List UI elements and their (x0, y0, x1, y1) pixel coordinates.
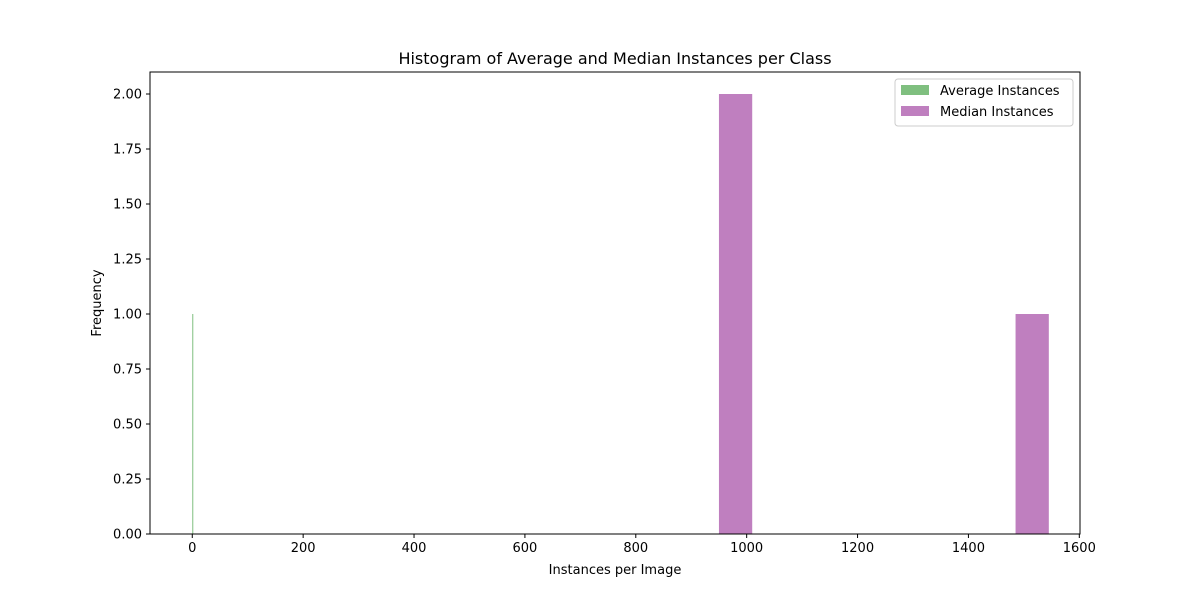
y-tick-label: 0.00 (113, 528, 142, 543)
x-tick-label: 400 (402, 541, 427, 556)
bars-layer (192, 94, 1049, 534)
histogram-bar-median-1 (1015, 314, 1049, 534)
x-tick-label: 0 (188, 541, 196, 556)
y-tick-label: 1.25 (113, 253, 142, 268)
legend-label-average: Average Instances (940, 84, 1060, 99)
y-tick-label: 0.75 (113, 363, 142, 378)
x-axis-title: Instances per Image (549, 563, 682, 578)
y-tick-label: 0.25 (113, 473, 142, 488)
x-axis-ticks: 0 200 400 600 800 1000 1200 1400 1600 (188, 534, 1096, 556)
histogram-bar-median-0 (718, 94, 753, 534)
plot-frame (149, 71, 1081, 535)
x-tick-label: 200 (291, 541, 316, 556)
y-tick-label: 1.00 (113, 308, 142, 323)
legend-swatch-median (901, 106, 929, 116)
chart-title: Histogram of Average and Median Instance… (398, 49, 831, 68)
x-tick-label: 1200 (841, 541, 874, 556)
y-axis-ticks: 0.00 0.25 0.50 0.75 1.00 1.25 1.50 1.75 2.00 (113, 88, 150, 543)
legend-swatch-average (901, 85, 929, 95)
y-axis-title: Frequency (90, 269, 105, 336)
plot-area (150, 72, 1080, 534)
x-tick-label: 1600 (1063, 541, 1096, 556)
y-tick-label: 0.50 (113, 418, 142, 433)
x-tick-label: 600 (512, 541, 537, 556)
y-tick-label: 1.75 (113, 143, 142, 158)
x-tick-label: 1400 (952, 541, 985, 556)
legend-label-median: Median Instances (940, 105, 1054, 120)
x-tick-label: 1000 (730, 541, 763, 556)
histogram-bar-average-0 (192, 314, 194, 534)
y-tick-label: 1.50 (113, 198, 142, 213)
legend: Average Instances Median Instances (894, 78, 1074, 127)
y-tick-label: 2.00 (113, 88, 142, 103)
legend-box (894, 78, 1074, 127)
x-tick-label: 800 (623, 541, 648, 556)
